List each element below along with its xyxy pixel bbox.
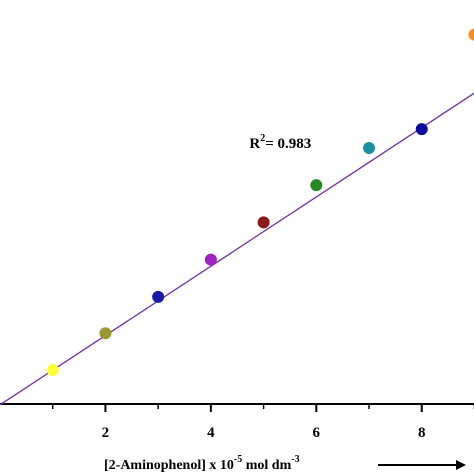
x-axis-arrow xyxy=(378,460,466,470)
fit-line-group xyxy=(0,92,474,406)
data-point xyxy=(363,141,376,154)
x-label-main: [2-Aminophenol] x 10 xyxy=(104,458,234,473)
x-tick-label: 2 xyxy=(102,425,110,441)
x-tick-label: 4 xyxy=(207,425,215,441)
x-tick-label: 6 xyxy=(313,425,321,441)
data-points xyxy=(46,28,474,377)
annotation-r: R xyxy=(249,136,260,152)
data-point xyxy=(204,253,217,266)
annotation-value: = 0.983 xyxy=(265,136,311,152)
data-point xyxy=(257,216,270,229)
r-squared-annotation: R2= 0.983 xyxy=(249,133,311,152)
x-label-exp: -5 xyxy=(234,454,242,465)
data-point xyxy=(152,290,165,303)
x-label-unit-exp: -3 xyxy=(291,454,299,465)
data-point xyxy=(468,28,474,41)
x-axis-label: [2-Aminophenol] x 10-5 mol dm-3 xyxy=(104,454,300,473)
x-label-unit: mol dm xyxy=(242,458,291,473)
fit-line xyxy=(0,92,474,406)
data-point xyxy=(99,327,112,340)
x-axis-label-group: [2-Aminophenol] x 10-5 mol dm-3 xyxy=(104,454,466,473)
x-tick-label: 8 xyxy=(418,425,426,441)
data-point xyxy=(310,179,323,192)
axes: 2 4 6 8 xyxy=(0,403,474,441)
data-point xyxy=(415,123,428,136)
data-point xyxy=(46,364,59,377)
annotation-sup: 2 xyxy=(260,133,265,144)
arrow-head xyxy=(456,460,466,470)
